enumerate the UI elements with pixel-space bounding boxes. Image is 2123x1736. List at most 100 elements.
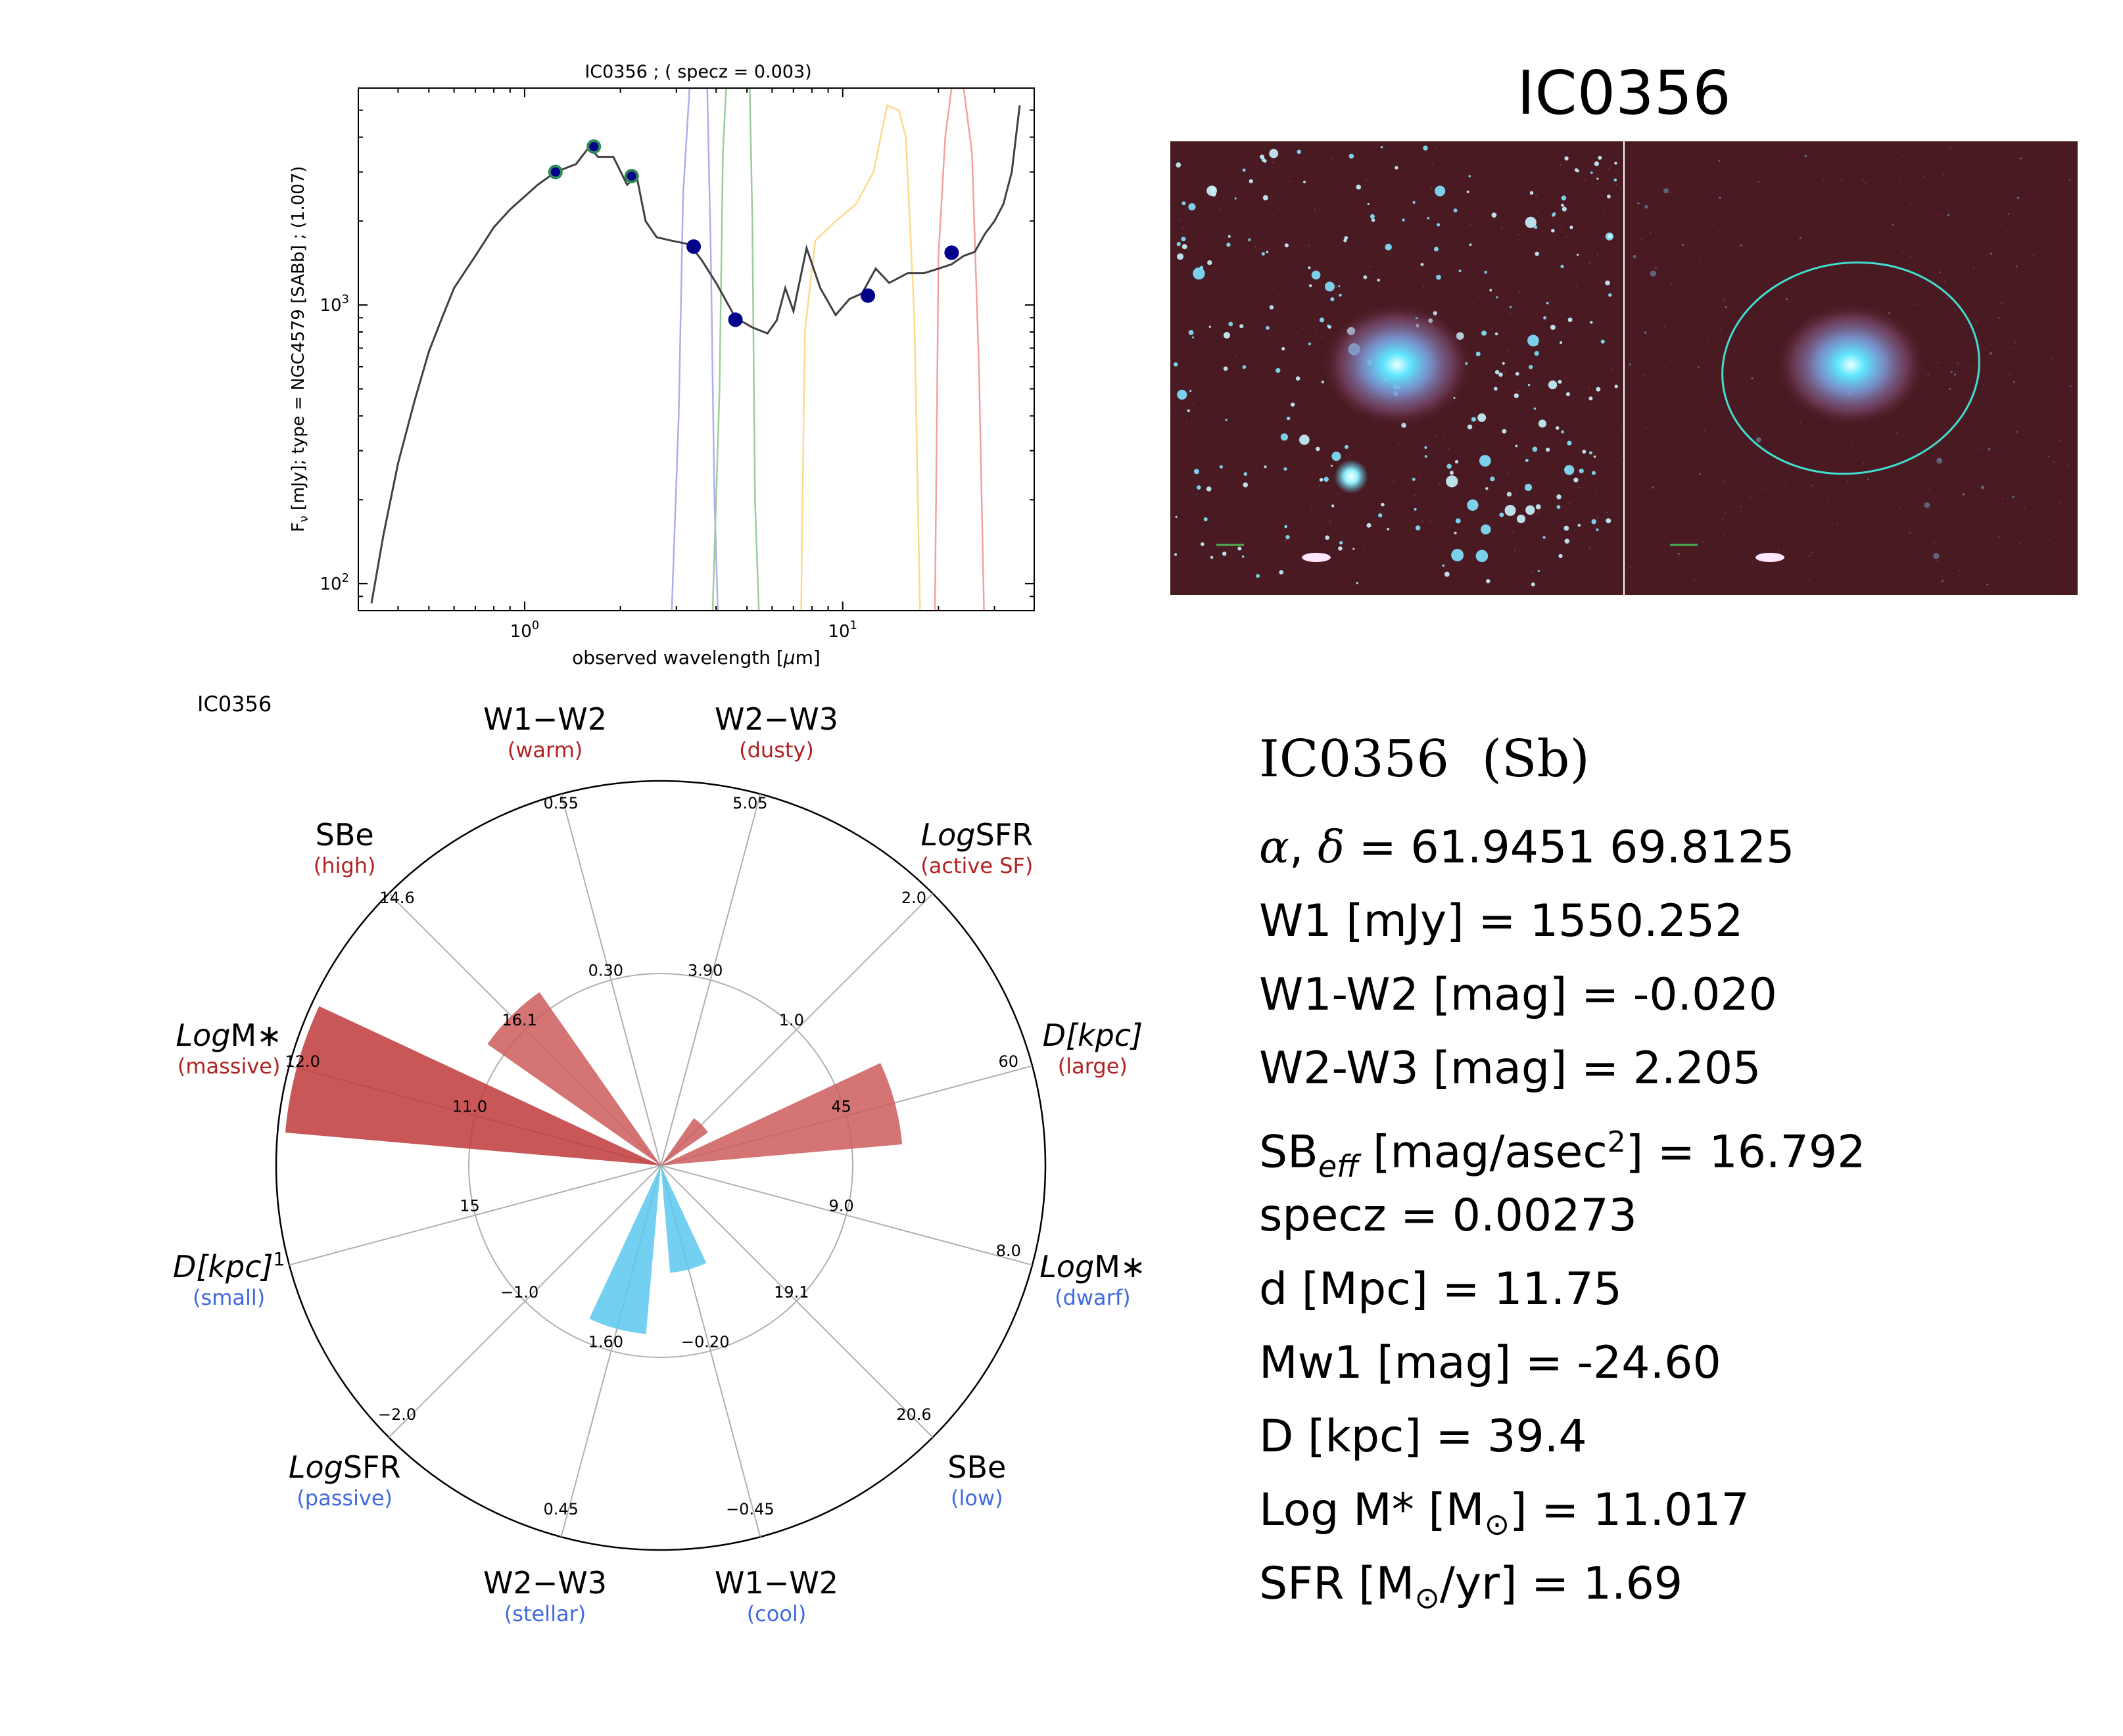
star — [1614, 385, 1618, 388]
noise-dot — [1565, 417, 1566, 419]
noise-dot — [1304, 399, 1306, 401]
star — [1591, 471, 1596, 475]
star-residual — [1740, 244, 1742, 246]
star-residual — [2068, 179, 2070, 181]
star-residual — [1923, 176, 1925, 177]
radar-bar — [661, 1165, 707, 1273]
star — [1596, 528, 1599, 532]
noise-dot — [1414, 494, 1416, 496]
star — [1467, 499, 1479, 511]
star-residual — [1785, 298, 1788, 300]
star — [1412, 200, 1416, 204]
star-residual — [1933, 553, 1940, 559]
star — [1525, 216, 1537, 229]
noise-dot — [1836, 523, 1838, 525]
star-residual — [1718, 196, 1721, 199]
star-residual — [1953, 373, 1957, 376]
star — [1187, 409, 1190, 413]
star — [1563, 525, 1569, 531]
radar-axis-label: LogSFR — [289, 1449, 401, 1485]
star — [1352, 548, 1355, 550]
info-w1: W1 [mJy] = 1550.252 — [1259, 895, 1744, 947]
y-tick-label: 103 — [320, 293, 349, 316]
star — [1200, 542, 1205, 546]
noise-dot — [1235, 355, 1237, 356]
noise-dot — [1959, 570, 1960, 572]
noise-dot — [1910, 204, 1912, 206]
star — [1596, 387, 1601, 392]
star — [1579, 468, 1584, 473]
star — [1556, 505, 1561, 509]
star-residual — [1718, 160, 1721, 162]
noise-dot — [1596, 517, 1598, 519]
noise-dot — [1917, 304, 1919, 306]
star-residual — [1939, 271, 1941, 273]
noise-dot — [1363, 547, 1364, 549]
noise-dot — [1535, 195, 1537, 197]
star — [1590, 171, 1593, 174]
star-residual — [2016, 431, 2018, 433]
radar-axis-label: LogSFR — [921, 817, 1034, 853]
noise-dot — [2009, 373, 2011, 375]
star — [1606, 518, 1611, 524]
noise-dot — [1644, 375, 1646, 377]
star — [1560, 203, 1564, 207]
noise-dot — [1936, 560, 1938, 561]
star — [1545, 447, 1550, 452]
star — [1319, 478, 1324, 482]
star — [1415, 525, 1421, 530]
star — [1356, 582, 1358, 584]
star-residual — [1947, 214, 1950, 217]
radar-axis-sublabel: (large) — [1058, 1054, 1128, 1079]
noise-dot — [1492, 305, 1493, 307]
noise-dot — [1898, 547, 1899, 548]
sed-template-line — [370, 105, 1021, 604]
noise-dot — [1812, 505, 1814, 507]
radar-tick-label: 1.0 — [779, 1011, 804, 1029]
radar-tick-label: −0.45 — [726, 1500, 775, 1518]
star — [1269, 149, 1279, 158]
noise-dot — [1471, 420, 1473, 422]
radar-tick-label: −2.0 — [378, 1405, 416, 1424]
star — [1290, 402, 1295, 407]
star — [1192, 336, 1195, 339]
star — [1607, 194, 1611, 199]
radar-axis-sublabel: (active SF) — [920, 853, 1033, 878]
noise-dot — [1778, 550, 1780, 551]
star — [1600, 339, 1605, 344]
star — [1325, 535, 1330, 540]
star — [1256, 574, 1260, 578]
noise-dot — [1949, 147, 1951, 149]
star — [1504, 505, 1516, 517]
radar-outer-ring — [275, 780, 1047, 1551]
star — [1327, 324, 1330, 327]
noise-dot — [1704, 429, 1706, 431]
star — [1176, 162, 1181, 168]
star — [1594, 161, 1600, 166]
star — [1593, 455, 1596, 458]
star — [1279, 570, 1283, 575]
noise-dot — [1841, 169, 1843, 171]
star — [1564, 465, 1575, 475]
noise-dot — [1740, 505, 1742, 507]
noise-dot — [1811, 484, 1813, 486]
star — [1494, 332, 1498, 336]
radar-tick-label: 5.05 — [732, 794, 767, 812]
star — [1319, 317, 1325, 323]
star — [1402, 218, 1405, 222]
star — [1466, 190, 1469, 193]
radar-axis-sublabel: (high) — [314, 853, 376, 878]
star — [1537, 569, 1540, 573]
noise-dot — [1182, 227, 1184, 229]
star-residual — [2001, 302, 2003, 304]
star — [1534, 351, 1539, 356]
noise-dot — [1517, 390, 1519, 392]
radar-spoke — [289, 1165, 661, 1266]
star-residual — [1986, 583, 1989, 586]
photometry-point — [548, 164, 563, 179]
radar-axis-sublabel: (passive) — [297, 1486, 393, 1511]
star-residual — [1936, 457, 1943, 464]
noise-dot — [1195, 493, 1197, 495]
noise-dot — [2002, 498, 2003, 500]
noise-dot — [2051, 358, 2053, 360]
